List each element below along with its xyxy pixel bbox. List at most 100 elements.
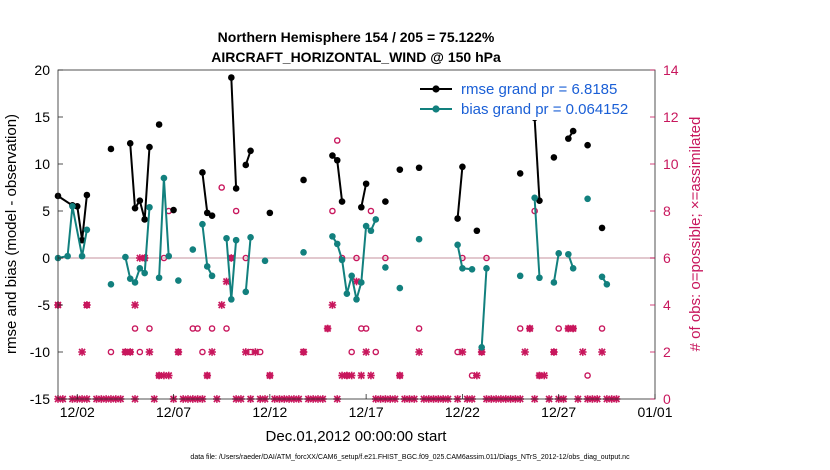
y-tick-label: 15 bbox=[34, 109, 50, 125]
y2-tick-label: 14 bbox=[663, 62, 679, 78]
bias-line bbox=[552, 253, 560, 283]
bias-point bbox=[382, 264, 389, 271]
bias-line bbox=[331, 219, 377, 300]
bias-point bbox=[300, 249, 307, 256]
bias-point bbox=[348, 272, 355, 280]
obs-possible-marker bbox=[136, 348, 144, 356]
obs-possible-marker bbox=[362, 325, 370, 332]
bias-point bbox=[64, 252, 71, 260]
legend: rmse grand pr = 6.8185 bias grand pr = 0… bbox=[414, 76, 650, 120]
obs-possible-marker bbox=[329, 207, 336, 215]
obs-assimilated-marker bbox=[415, 348, 423, 356]
rmse-point bbox=[300, 176, 307, 184]
rmse-line bbox=[230, 77, 238, 189]
legend-rmse-marker bbox=[432, 85, 440, 93]
bias-point bbox=[603, 281, 611, 288]
y-tick-label: -5 bbox=[38, 297, 51, 313]
obs-possible-marker bbox=[218, 184, 225, 191]
obs-assimilated-marker bbox=[367, 371, 375, 380]
bias-point bbox=[598, 273, 606, 281]
bias-point bbox=[199, 220, 206, 228]
obs-assimilated-marker bbox=[217, 301, 226, 309]
rmse-line bbox=[456, 166, 464, 219]
x-tick-label: 01/01 bbox=[637, 404, 672, 420]
obs-assimilated-marker bbox=[251, 348, 260, 356]
obs-possible-marker bbox=[208, 325, 216, 332]
y-tick-label: 10 bbox=[34, 156, 50, 172]
bias-point bbox=[396, 284, 404, 292]
obs-possible-marker bbox=[348, 348, 355, 356]
rmse-point bbox=[208, 212, 216, 219]
obs-possible-marker bbox=[194, 325, 201, 332]
bias-point bbox=[343, 290, 351, 298]
obs-possible-marker bbox=[131, 325, 139, 332]
obs-assimilated-marker bbox=[174, 348, 183, 356]
obs-assimilated-marker bbox=[477, 348, 486, 356]
bias-point bbox=[126, 275, 134, 282]
chart-title: Northern Hemisphere 154 / 205 = 75.122% bbox=[218, 29, 495, 45]
legend-box bbox=[414, 76, 650, 120]
bias-point bbox=[372, 216, 380, 223]
rmse-point bbox=[232, 185, 240, 192]
x-tick-label: 12/12 bbox=[252, 404, 287, 420]
y-tick-label: -15 bbox=[30, 391, 50, 407]
obs-possible-marker bbox=[367, 207, 375, 215]
rmse-point bbox=[358, 203, 365, 211]
y-tick-label: 20 bbox=[34, 62, 50, 78]
series-layer bbox=[54, 74, 611, 351]
obs-assimilated-marker bbox=[569, 324, 577, 333]
y2-axis-label: # of obs: o=possible; ×=assimilated bbox=[687, 117, 704, 352]
rmse-point bbox=[584, 141, 591, 149]
obs-possible-marker bbox=[555, 325, 563, 332]
bias-point bbox=[454, 241, 461, 249]
bias-point bbox=[69, 203, 76, 210]
bias-point bbox=[329, 233, 336, 240]
obs-assimilated-marker bbox=[131, 301, 139, 309]
rmse-point bbox=[396, 166, 404, 173]
obs-assimilated-marker bbox=[203, 371, 212, 380]
x-tick-label: 12/22 bbox=[445, 404, 480, 420]
bias-point bbox=[565, 250, 572, 258]
y2-tick-label: 8 bbox=[663, 203, 671, 219]
rmse-point bbox=[598, 224, 606, 232]
plot-frame bbox=[57, 69, 656, 400]
rmse-point bbox=[516, 170, 524, 177]
bias-point bbox=[459, 265, 466, 272]
rmse-point bbox=[473, 227, 481, 235]
obs-possible-marker bbox=[232, 207, 240, 215]
rmse-point bbox=[73, 203, 81, 210]
rmse-point bbox=[536, 197, 543, 204]
obs-assimilated-marker bbox=[347, 371, 356, 380]
bias-point bbox=[122, 253, 129, 261]
y-axis-label: rmse and bias (model - observation) bbox=[3, 114, 20, 354]
bias-point bbox=[228, 296, 235, 303]
obs-assimilated-marker bbox=[241, 348, 250, 356]
obs-assimilated-marker bbox=[540, 371, 549, 380]
obs-assimilated-marker bbox=[164, 371, 173, 380]
obs-assimilated-marker bbox=[78, 348, 86, 356]
obs-assimilated-marker bbox=[299, 348, 308, 356]
rmse-point bbox=[146, 143, 153, 151]
obs-assimilated-marker bbox=[521, 348, 529, 356]
rmse-point bbox=[141, 216, 148, 223]
obs-assimilated-marker bbox=[208, 348, 216, 356]
obs-possible-marker bbox=[584, 372, 591, 379]
bias-point bbox=[415, 235, 423, 243]
rmse-point bbox=[329, 152, 336, 159]
rmse-point bbox=[459, 163, 466, 171]
bias-point bbox=[83, 226, 91, 234]
rmse-point bbox=[126, 140, 134, 147]
obs-assimilated-marker bbox=[145, 348, 154, 356]
rmse-point bbox=[228, 74, 235, 81]
y2-tick-label: 6 bbox=[663, 250, 671, 266]
bias-point bbox=[107, 281, 115, 288]
bias-point bbox=[569, 265, 577, 272]
bias-point bbox=[536, 274, 543, 282]
obs-possible-marker bbox=[382, 254, 389, 262]
bias-point bbox=[131, 279, 139, 286]
axes-layer: -15 -10 -5 0 5 10 15 20 0 2 4 6 8 10 12 14 12/02 12/07 12/… bbox=[30, 62, 679, 420]
y-tick-label: 5 bbox=[42, 203, 50, 219]
obs-possible-marker bbox=[372, 348, 380, 356]
y2-tick-label: 4 bbox=[663, 297, 671, 313]
obs-possible-marker bbox=[146, 325, 153, 332]
